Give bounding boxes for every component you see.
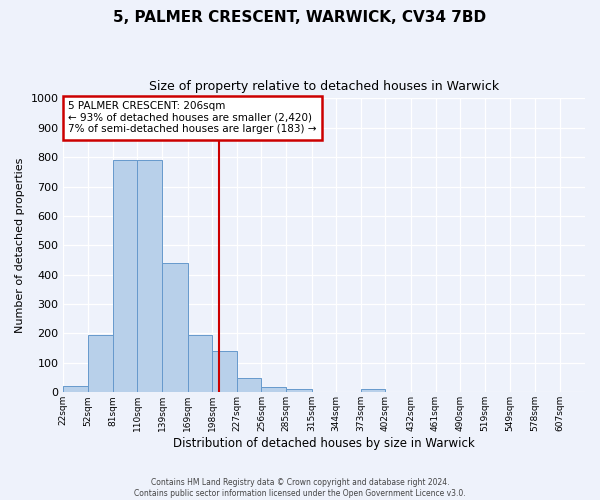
Bar xyxy=(188,335,212,392)
Bar xyxy=(162,263,188,392)
Bar xyxy=(286,390,311,392)
Text: Contains HM Land Registry data © Crown copyright and database right 2024.
Contai: Contains HM Land Registry data © Crown c… xyxy=(134,478,466,498)
X-axis label: Distribution of detached houses by size in Warwick: Distribution of detached houses by size … xyxy=(173,437,475,450)
Bar xyxy=(113,160,137,392)
Bar xyxy=(237,378,262,392)
Bar xyxy=(88,335,113,392)
Bar xyxy=(212,351,237,393)
Bar xyxy=(137,160,162,392)
Bar xyxy=(361,390,385,392)
Y-axis label: Number of detached properties: Number of detached properties xyxy=(15,158,25,333)
Text: 5, PALMER CRESCENT, WARWICK, CV34 7BD: 5, PALMER CRESCENT, WARWICK, CV34 7BD xyxy=(113,10,487,25)
Text: 5 PALMER CRESCENT: 206sqm
← 93% of detached houses are smaller (2,420)
7% of sem: 5 PALMER CRESCENT: 206sqm ← 93% of detac… xyxy=(68,102,316,134)
Bar xyxy=(262,387,286,392)
Bar xyxy=(63,386,88,392)
Title: Size of property relative to detached houses in Warwick: Size of property relative to detached ho… xyxy=(149,80,499,93)
